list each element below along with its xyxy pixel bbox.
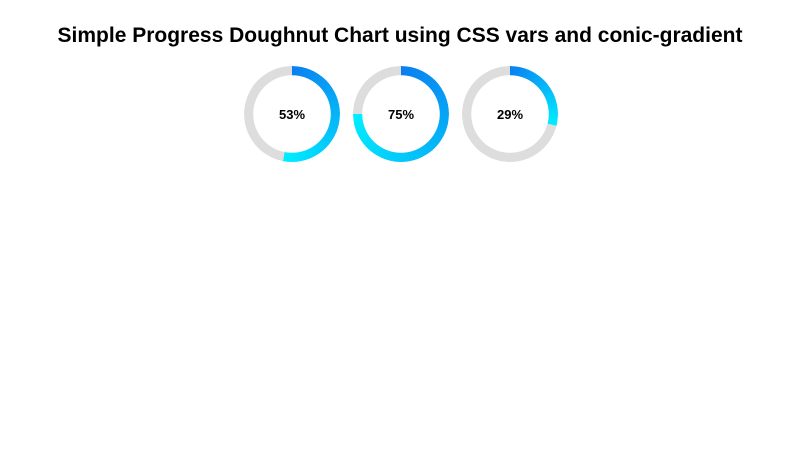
progress-arc: [462, 66, 558, 162]
doughnut-2: 75%: [353, 66, 449, 162]
doughnut-row: 53% 75% 29%: [0, 66, 800, 162]
progress-arc: [353, 66, 449, 162]
progress-arc: [244, 66, 340, 162]
page-title: Simple Progress Doughnut Chart using CSS…: [57, 24, 743, 47]
progress-label: 29%: [496, 106, 524, 122]
progress-label: 75%: [387, 106, 415, 122]
doughnut-1: 53%: [244, 66, 340, 162]
doughnut-3: 29%: [462, 66, 558, 162]
progress-label: 53%: [278, 106, 306, 122]
